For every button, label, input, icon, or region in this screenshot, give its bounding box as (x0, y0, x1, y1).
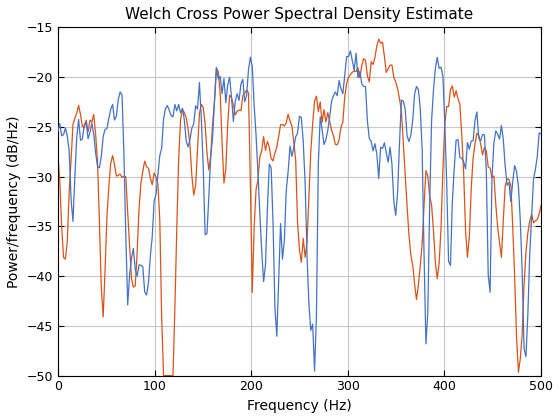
Title: Welch Cross Power Spectral Density Estimate: Welch Cross Power Spectral Density Estim… (125, 7, 474, 22)
Y-axis label: Power/frequency (dB/Hz): Power/frequency (dB/Hz) (7, 115, 21, 288)
X-axis label: Frequency (Hz): Frequency (Hz) (247, 399, 352, 413)
